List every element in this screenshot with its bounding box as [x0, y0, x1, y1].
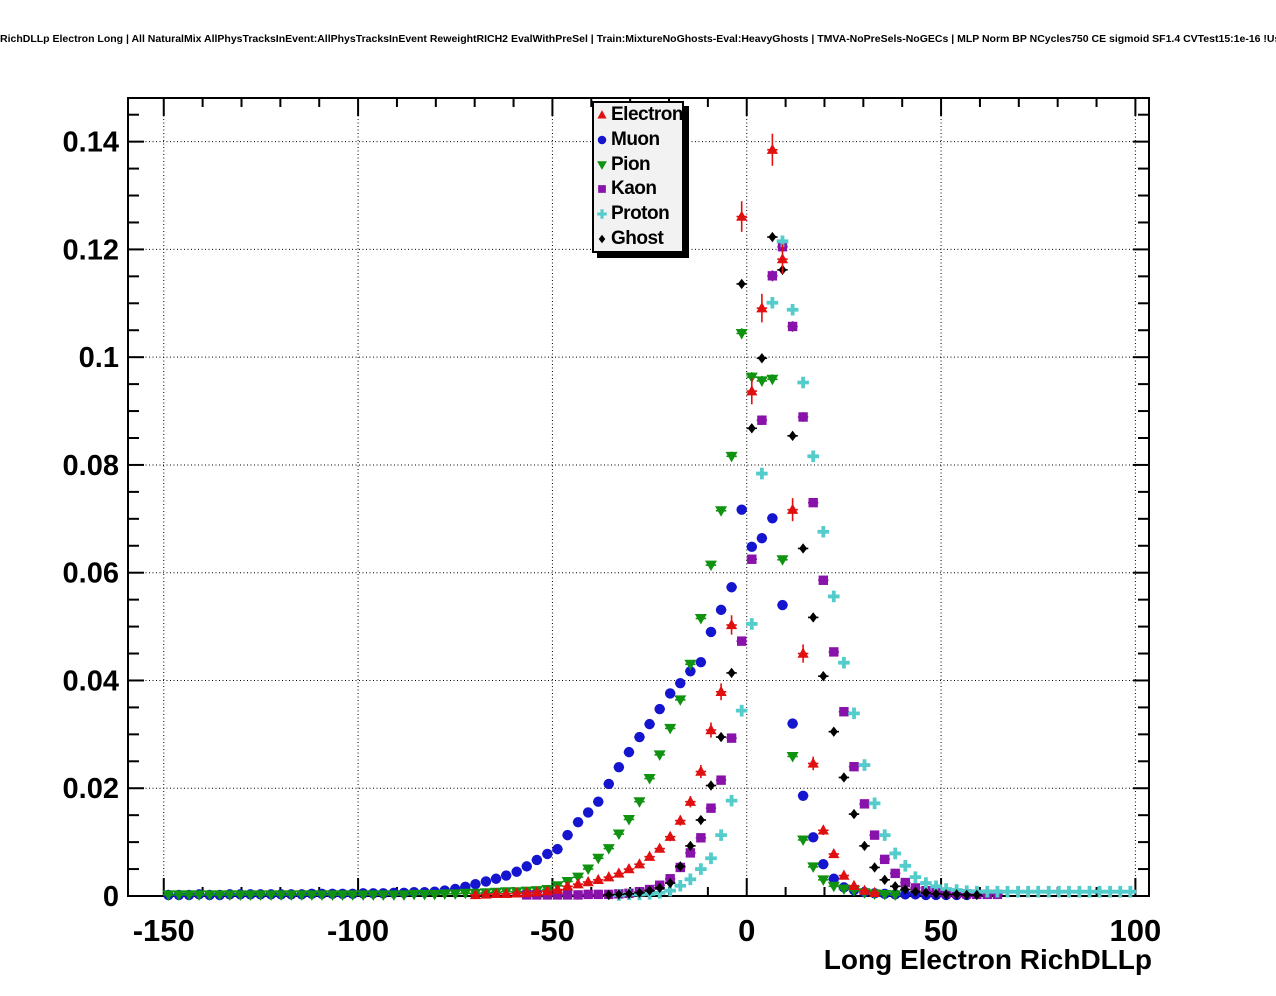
y-tick-label: 0.04	[63, 665, 119, 697]
y-tick-label: 0.06	[63, 558, 119, 590]
legend-label: Electron	[611, 104, 684, 126]
legend-label: Muon	[611, 128, 660, 150]
ghost-marker-icon	[598, 234, 606, 243]
x-tick-labels: -150 -100 -50 0 50 100	[133, 913, 1162, 948]
y-tick-label: 0.1	[79, 342, 119, 374]
legend-label: Ghost	[611, 227, 664, 249]
legend-entry-pion: Pion	[594, 153, 682, 177]
y-tick-label: 0	[103, 881, 119, 913]
legend-entry-kaon: Kaon	[594, 177, 682, 201]
y-tick-label: 0.12	[63, 234, 119, 266]
legend-label: Proton	[611, 202, 670, 224]
kaon-marker-icon	[598, 185, 606, 194]
proton-marker-icon	[597, 209, 607, 219]
x-tick-label: 50	[924, 913, 958, 948]
x-tick-label: 100	[1110, 913, 1162, 948]
series-electron-points	[469, 133, 881, 900]
x-tick-label: 0	[738, 913, 755, 948]
y-tick-label: 0.02	[63, 773, 119, 805]
legend-entry-ghost: Ghost	[594, 227, 682, 251]
legend-label: Pion	[611, 153, 651, 175]
y-tick-labels: 0 0.02 0.04 0.06 0.08 0.1 0.12 0.14	[63, 127, 119, 913]
series-pion-points	[162, 328, 902, 901]
legend: Electron Muon Pion Kaon Proton Ghost	[592, 101, 684, 253]
x-axis-title: Long Electron RichDLLp	[823, 944, 1152, 975]
y-tick-label: 0.14	[63, 127, 119, 159]
y-tick-label: 0.08	[63, 450, 119, 482]
pion-marker-icon	[597, 160, 607, 170]
legend-entry-electron: Electron	[594, 103, 684, 127]
x-tick-label: -50	[530, 913, 575, 948]
legend-label: Kaon	[611, 178, 657, 200]
x-tick-label: -100	[327, 913, 389, 948]
muon-marker-icon	[597, 135, 607, 145]
series-ghost-points	[603, 231, 983, 901]
x-tick-label: -150	[133, 913, 195, 948]
plot-title: RichDLLp Electron Long | All NaturalMix …	[0, 33, 1276, 45]
gridlines	[128, 98, 1149, 896]
legend-entry-proton: Proton	[594, 202, 682, 226]
series-muon-points	[163, 504, 972, 901]
electron-marker-icon	[597, 110, 607, 119]
legend-entry-muon: Muon	[594, 128, 682, 152]
